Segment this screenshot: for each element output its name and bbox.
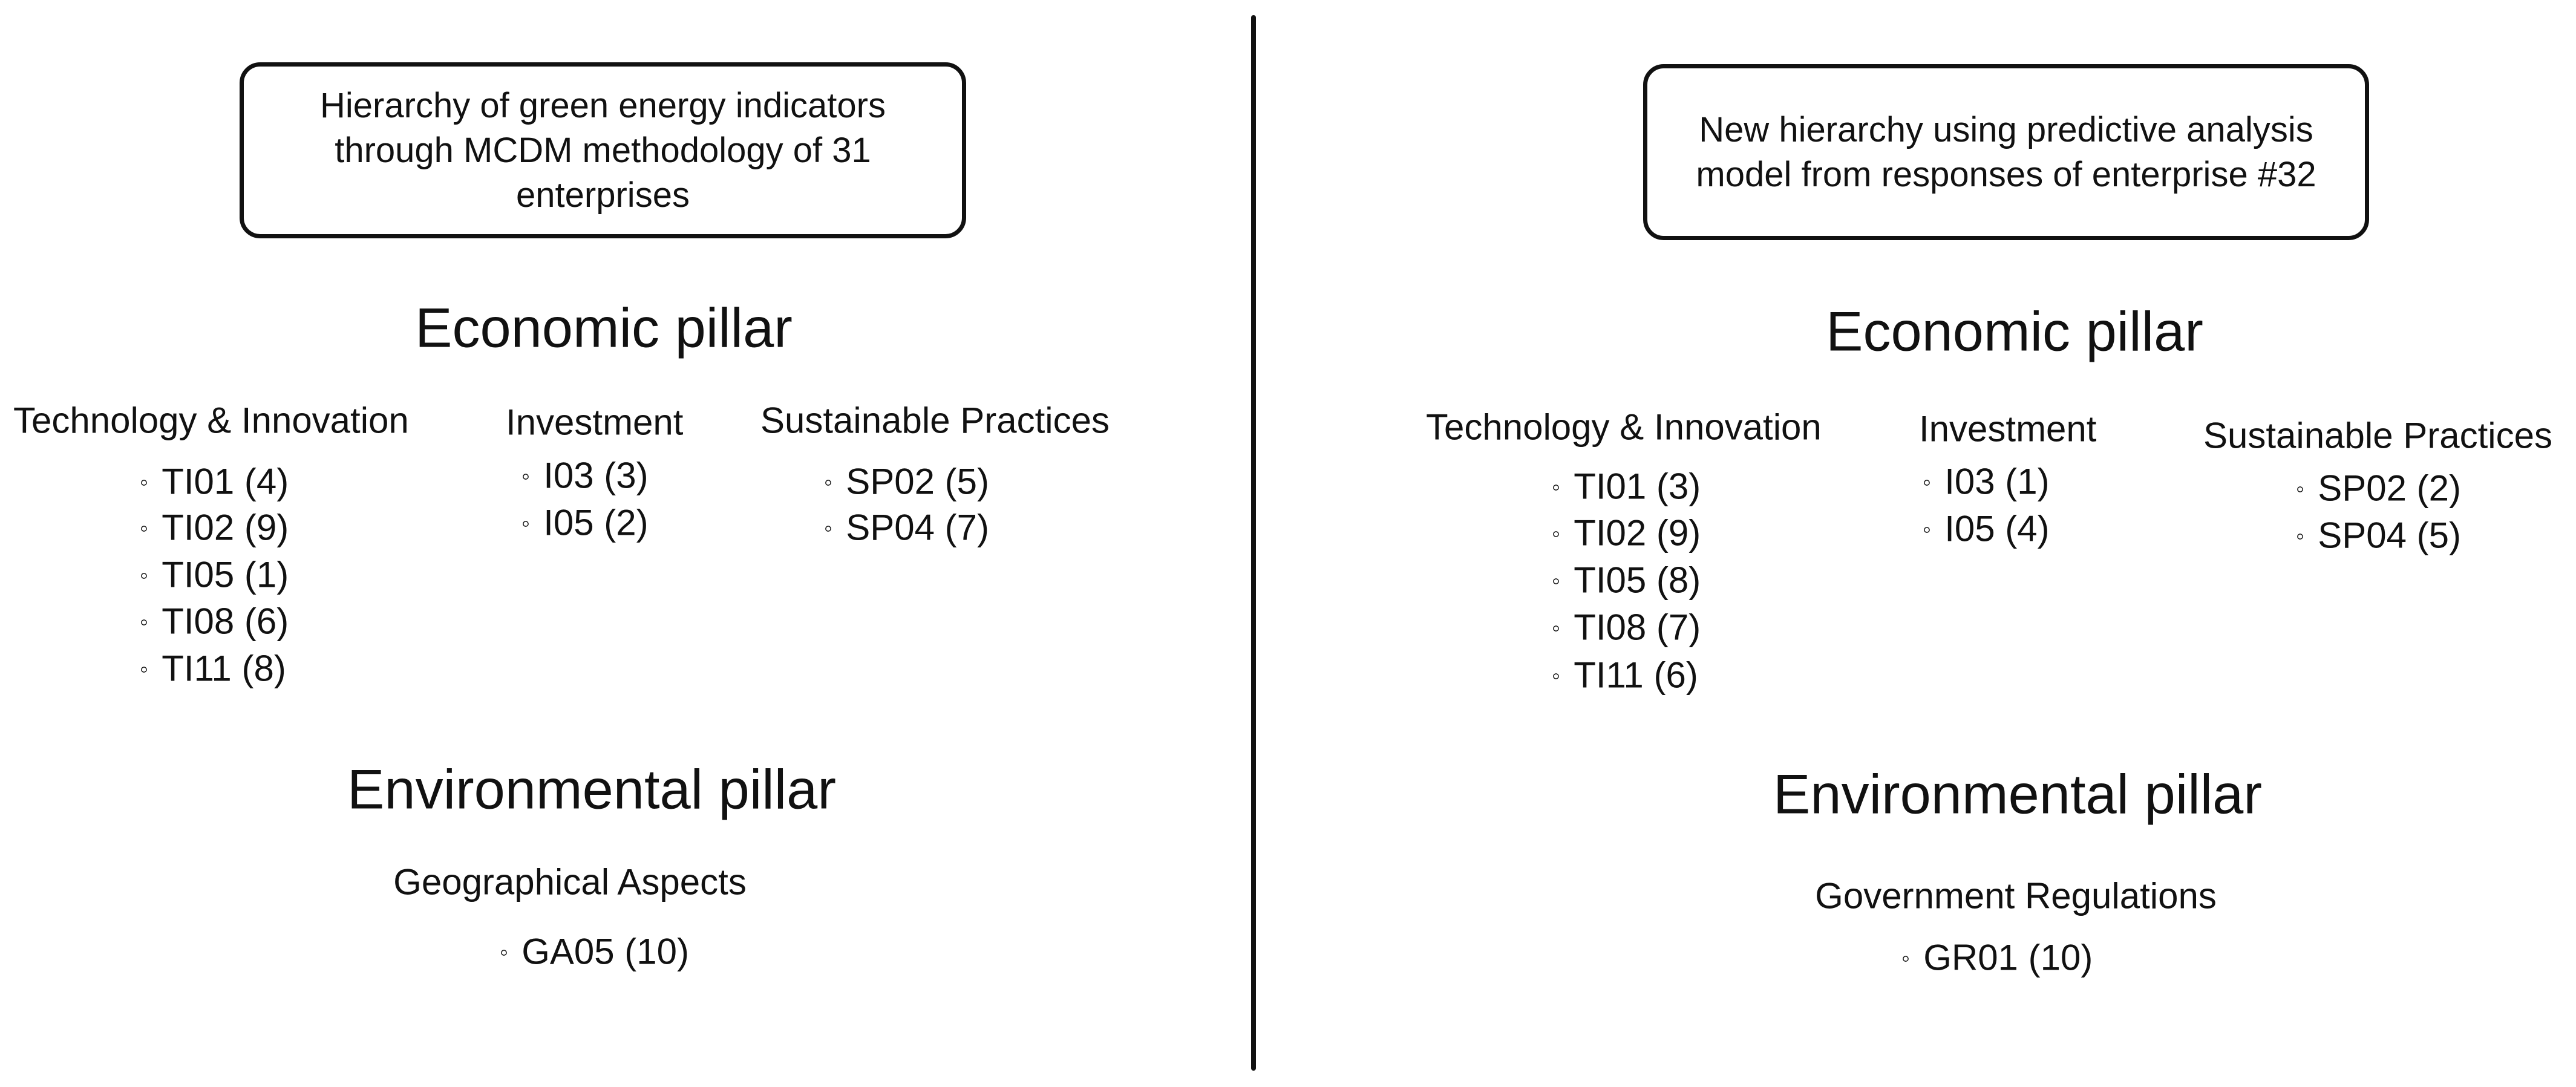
right-category-investment: Investment bbox=[1919, 408, 2097, 449]
list-item: ◦ SP02 (2) bbox=[2296, 468, 2461, 509]
list-item: ◦ SP02 (5) bbox=[824, 461, 989, 502]
bullet-icon: ◦ bbox=[140, 656, 149, 683]
bullet-icon: ◦ bbox=[521, 510, 531, 537]
list-item: ◦ I05 (2) bbox=[521, 502, 649, 543]
right-title-box: New hierarchy using predictive analysis … bbox=[1643, 64, 2369, 240]
list-item: ◦ TI02 (9) bbox=[1552, 512, 1701, 553]
left-category-investment: Investment bbox=[506, 402, 684, 443]
left-environmental-pillar-title: Environmental pillar bbox=[347, 759, 836, 821]
bullet-icon: ◦ bbox=[1923, 516, 1932, 543]
left-category-sustainable: Sustainable Practices bbox=[760, 400, 1110, 441]
bullet-icon: ◦ bbox=[140, 469, 149, 496]
bullet-icon: ◦ bbox=[140, 562, 149, 589]
list-item: ◦ SP04 (7) bbox=[824, 507, 989, 548]
bullet-icon: ◦ bbox=[1923, 469, 1932, 496]
list-item: ◦ TI11 (8) bbox=[140, 648, 286, 689]
list-item: ◦ I05 (4) bbox=[1923, 508, 2050, 549]
list-item: ◦ TI08 (6) bbox=[140, 601, 289, 642]
bullet-icon: ◦ bbox=[1901, 945, 1911, 972]
list-item: ◦ I03 (1) bbox=[1923, 461, 2050, 502]
left-title-box: Hierarchy of green energy indicators thr… bbox=[240, 62, 966, 238]
bullet-icon: ◦ bbox=[500, 939, 509, 966]
list-item: ◦ I03 (3) bbox=[521, 455, 649, 496]
bullet-icon: ◦ bbox=[1552, 567, 1561, 595]
right-category-technology: Technology & Innovation bbox=[1426, 406, 1822, 448]
bullet-icon: ◦ bbox=[140, 609, 149, 636]
list-item: ◦ TI05 (1) bbox=[140, 554, 289, 595]
left-economic-pillar-title: Economic pillar bbox=[415, 297, 793, 359]
panel-divider bbox=[1251, 15, 1256, 1071]
list-item: ◦ TI02 (9) bbox=[140, 507, 289, 548]
list-item: ◦ TI08 (7) bbox=[1552, 607, 1701, 648]
list-item: ◦ TI01 (3) bbox=[1552, 466, 1701, 507]
bullet-icon: ◦ bbox=[140, 515, 149, 542]
bullet-icon: ◦ bbox=[2296, 475, 2305, 503]
list-item: ◦ TI05 (8) bbox=[1552, 560, 1701, 601]
bullet-icon: ◦ bbox=[824, 469, 833, 496]
list-item: ◦ TI11 (6) bbox=[1552, 654, 1698, 696]
right-category-sustainable: Sustainable Practices bbox=[2203, 415, 2552, 456]
right-title: New hierarchy using predictive analysis … bbox=[1696, 109, 2316, 194]
list-item: ◦ GR01 (10) bbox=[1901, 937, 2093, 978]
bullet-icon: ◦ bbox=[2296, 523, 2305, 550]
bullet-icon: ◦ bbox=[1552, 662, 1561, 690]
right-economic-pillar-title: Economic pillar bbox=[1826, 301, 2203, 363]
left-category-geographical: Geographical Aspects bbox=[393, 861, 747, 903]
left-category-technology: Technology & Innovation bbox=[13, 400, 409, 441]
bullet-icon: ◦ bbox=[1552, 615, 1561, 642]
bullet-icon: ◦ bbox=[824, 515, 833, 542]
list-item: ◦ GA05 (10) bbox=[500, 931, 689, 972]
list-item: ◦ TI01 (4) bbox=[140, 461, 289, 502]
right-environmental-pillar-title: Environmental pillar bbox=[1773, 763, 2262, 826]
bullet-icon: ◦ bbox=[1552, 520, 1561, 547]
left-title: Hierarchy of green energy indicators thr… bbox=[320, 85, 886, 215]
right-category-government: Government Regulations bbox=[1815, 875, 2217, 916]
bullet-icon: ◦ bbox=[521, 463, 531, 490]
bullet-icon: ◦ bbox=[1552, 474, 1561, 501]
list-item: ◦ SP04 (5) bbox=[2296, 515, 2461, 556]
